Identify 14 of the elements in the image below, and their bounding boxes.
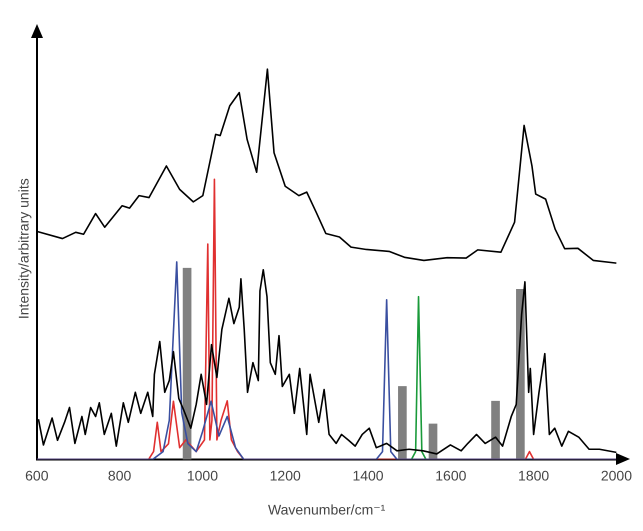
bar [398,386,407,460]
x-tick-label: 2000 [600,468,632,484]
x-tick-label: 600 [25,468,49,484]
bar [182,268,192,460]
x-tick-label: 1800 [518,468,550,484]
bar [428,424,438,460]
x-tick-label: 1600 [435,468,467,484]
bar [491,400,500,460]
x-axis-title: Wavenumber/cm⁻¹ [268,501,386,518]
y-axis-title: Intensity/arbitrary units [15,178,32,320]
x-tick-label: 1400 [352,468,384,484]
x-tick-label: 1200 [270,468,301,484]
x-tick-label: 1000 [186,468,218,484]
x-tick-label: 800 [108,468,132,484]
